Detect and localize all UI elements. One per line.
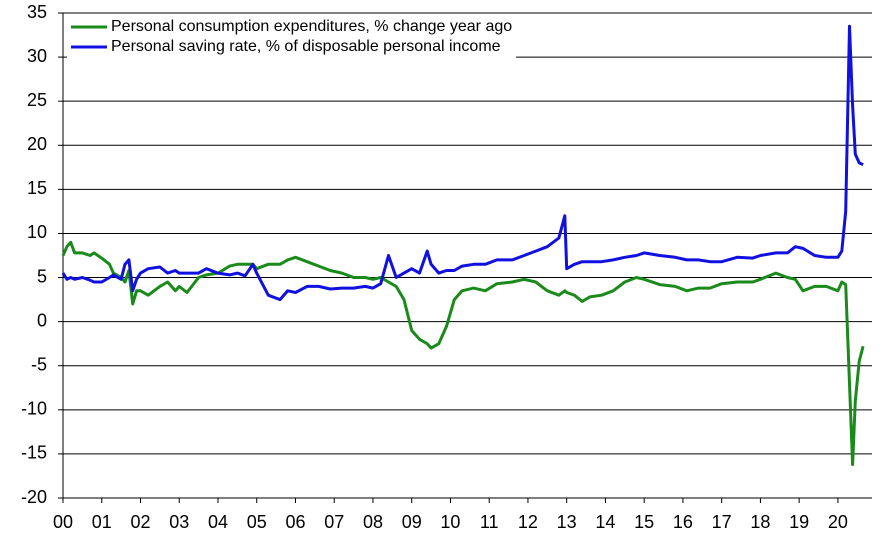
x-tick-label: 01: [92, 512, 112, 532]
y-tick-label: 0: [37, 310, 47, 330]
y-tick-label: -5: [31, 354, 47, 374]
x-tick-label: 09: [402, 512, 422, 532]
x-tick-label: 16: [673, 512, 693, 532]
y-tick-label: 5: [37, 266, 47, 286]
x-tick-label: 02: [130, 512, 150, 532]
x-tick-label: 17: [712, 512, 732, 532]
legend: Personal consumption expenditures, % cha…: [67, 16, 517, 62]
series-line: [61, 24, 864, 302]
x-tick-label: 15: [634, 512, 654, 532]
x-tick-label: 12: [518, 512, 538, 532]
y-tick-label: -15: [21, 443, 47, 463]
y-tick-label: 10: [27, 222, 47, 242]
y-tick-label: -20: [21, 487, 47, 507]
y-tick-label: 25: [27, 90, 47, 110]
x-tick-label: 19: [789, 512, 809, 532]
y-tick-label: 20: [27, 134, 47, 154]
x-tick-label: 08: [363, 512, 383, 532]
x-tick-label: 20: [828, 512, 848, 532]
x-tick-label: 14: [595, 512, 615, 532]
y-tick-label: -10: [21, 399, 47, 419]
x-tick-label: 06: [285, 512, 305, 532]
x-tick-label: 10: [440, 512, 460, 532]
x-tick-label: 07: [324, 512, 344, 532]
y-tick-label: 15: [27, 178, 47, 198]
y-tick-label: 35: [27, 2, 47, 22]
x-tick-label: 04: [208, 512, 228, 532]
x-tick-label: 05: [247, 512, 267, 532]
x-tick-label: 03: [169, 512, 189, 532]
legend-box: [67, 16, 517, 62]
y-tick-label: 30: [27, 46, 47, 66]
legend-label: Personal saving rate, % of disposable pe…: [111, 38, 501, 55]
x-tick-label: 13: [557, 512, 577, 532]
x-tick-label: 00: [53, 512, 73, 532]
series-line: [61, 240, 865, 466]
x-tick-label: 18: [750, 512, 770, 532]
legend-label: Personal consumption expenditures, % cha…: [111, 18, 512, 35]
x-tick-label: 11: [480, 512, 499, 532]
